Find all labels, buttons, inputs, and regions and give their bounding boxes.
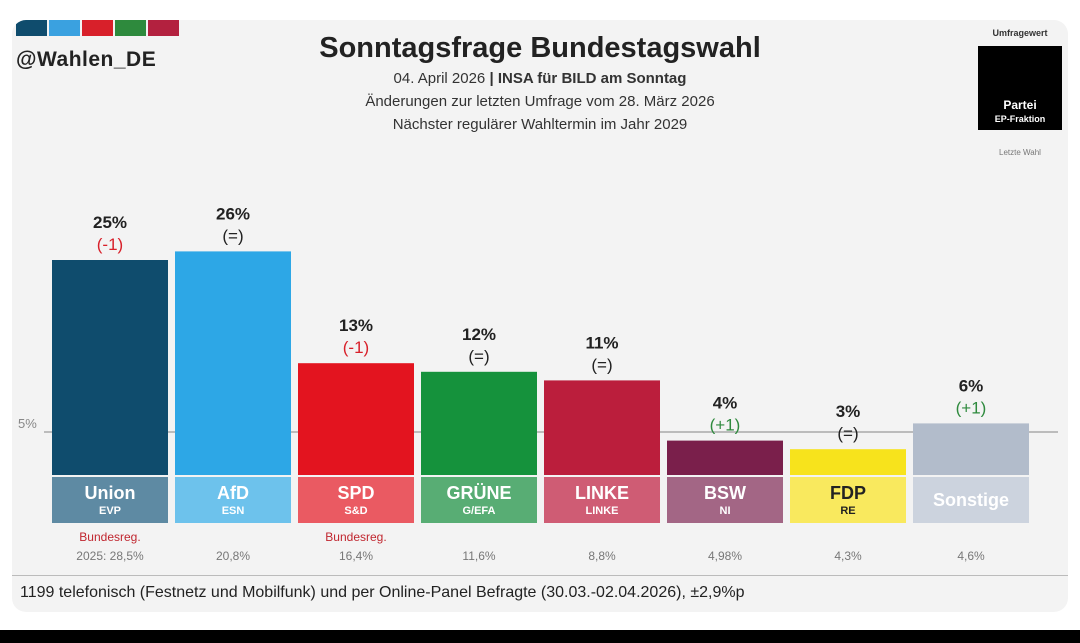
party-label-box [298, 477, 414, 523]
party-label-box [544, 477, 660, 523]
last-election-value: 2025: 28,5% [76, 549, 144, 563]
bar [667, 440, 783, 475]
value-label: 3% [836, 402, 861, 421]
party-label-box [175, 477, 291, 523]
last-election-value: 4,3% [834, 549, 862, 563]
party-name: GRÜNE [446, 483, 511, 503]
account-handle: @Wahlen_DE [16, 48, 157, 71]
threshold-label: 5% [18, 416, 37, 431]
brand-stripe [115, 20, 146, 36]
party-fraction: NI [720, 505, 731, 517]
value-label: 6% [959, 376, 984, 395]
bar [913, 423, 1029, 475]
bar [421, 371, 537, 475]
last-election-value: 11,6% [462, 549, 495, 563]
bar-chart: 5% 25% (-1) Union EVP Bundesreg. 2025: 28,5% 26… [18, 204, 1058, 563]
party-name: AfD [217, 483, 249, 503]
party-name: Union [85, 483, 136, 503]
chart-card: @Wahlen_DE Sonntagsfrage Bundestagswahl … [12, 20, 1068, 612]
party-label-box [913, 477, 1029, 523]
bar [544, 380, 660, 475]
last-election-value: 16,4% [339, 549, 373, 563]
change-label: (+1) [710, 416, 741, 435]
subtitle-institute: INSA für BILD am Sonntag [497, 70, 687, 87]
party-fraction: RE [840, 505, 855, 517]
brand-stripe [49, 20, 80, 36]
party-name: SPD [337, 483, 374, 503]
government-label: Bundesreg. [79, 530, 140, 544]
change-label: (=) [837, 424, 858, 443]
subtitle-date-institute: 04. April 2026 | INSA für BILD am Sonnta… [12, 70, 1068, 87]
government-label: Bundesreg. [325, 530, 386, 544]
subtitle-next-election: Nächster regulärer Wahltermin im Jahr 20… [392, 116, 688, 133]
legend-fraction: EP-Fraktion [994, 114, 1046, 124]
party-label-box [790, 477, 906, 523]
subtitle-changes: Änderungen zur letzten Umfrage vom 28. M… [365, 93, 715, 110]
bar [175, 251, 291, 475]
party-name: LINKE [575, 483, 629, 503]
change-label: (+1) [956, 398, 987, 417]
value-label: 13% [339, 316, 373, 335]
brand-stripe [82, 20, 113, 36]
party-fraction: G/EFA [462, 505, 495, 517]
value-label: 26% [216, 204, 250, 223]
value-label: 4% [713, 394, 738, 413]
party-label-box [52, 477, 168, 523]
legend-box: Partei EP-Fraktion [978, 46, 1062, 130]
legend-last-election: Letzte Wahl [999, 148, 1041, 157]
footnote: 1199 telefonisch (Festnetz und Mobilfunk… [20, 584, 745, 601]
last-election-value: 4,6% [957, 549, 985, 563]
value-label: 11% [585, 333, 618, 352]
change-label: (=) [591, 355, 612, 374]
change-label: (-1) [97, 235, 123, 254]
party-fraction: EVP [99, 505, 121, 517]
brand-stripe [16, 20, 47, 36]
last-election-value: 8,8% [588, 549, 616, 563]
legend-title: Umfragewert [992, 28, 1048, 38]
bar [790, 449, 906, 475]
brand-stripe [148, 20, 179, 36]
subtitle-date: 04. April 2026 [393, 70, 486, 87]
party-fraction: S&D [344, 505, 367, 517]
party-name: FDP [830, 483, 866, 503]
change-label: (=) [468, 347, 489, 366]
chart-title: Sonntagsfrage Bundestagswahl [319, 32, 761, 64]
legend-party: Partei [1003, 98, 1037, 112]
last-election-value: 4,98% [708, 549, 742, 563]
bar [298, 363, 414, 475]
value-label: 12% [462, 325, 496, 344]
party-label-box [421, 477, 537, 523]
bottom-bar [0, 630, 1080, 643]
subtitle-separator: | [485, 70, 498, 87]
party-name: Sonstige [933, 490, 1009, 510]
party-name: BSW [704, 483, 746, 503]
party-label-box [667, 477, 783, 523]
party-fraction: LINKE [586, 505, 619, 517]
party-fraction: ESN [222, 505, 245, 517]
change-label: (-1) [343, 338, 369, 357]
bar [52, 260, 168, 475]
change-label: (=) [222, 226, 243, 245]
value-label: 25% [93, 213, 127, 232]
footer-divider [12, 575, 1068, 576]
last-election-value: 20,8% [216, 549, 250, 563]
